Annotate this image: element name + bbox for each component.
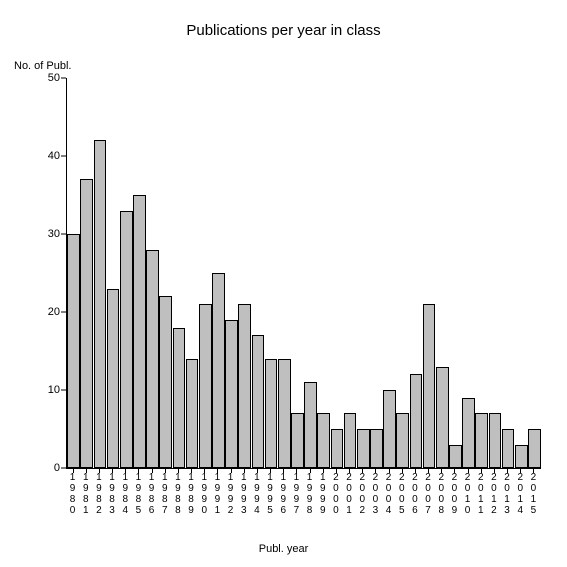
x-tick-label: 2004 bbox=[382, 472, 395, 516]
x-tick-label: 2000 bbox=[329, 472, 342, 516]
bar bbox=[449, 445, 462, 468]
y-ticks: 01020304050 bbox=[0, 78, 66, 468]
y-tick-label: 50 bbox=[30, 72, 60, 84]
y-tick-label: 40 bbox=[30, 150, 60, 162]
x-tick-label: 1996 bbox=[277, 472, 290, 516]
x-tick-label: 1994 bbox=[250, 472, 263, 516]
bar bbox=[436, 367, 449, 468]
x-tick-label: 1992 bbox=[224, 472, 237, 516]
x-tick-label: 2006 bbox=[408, 472, 421, 516]
bar bbox=[423, 304, 436, 468]
bar bbox=[265, 359, 278, 468]
bar bbox=[252, 335, 265, 468]
bar bbox=[199, 304, 212, 468]
x-tick-label: 1987 bbox=[158, 472, 171, 516]
bar bbox=[344, 413, 357, 468]
bar bbox=[370, 429, 383, 468]
x-tick-label: 2007 bbox=[422, 472, 435, 516]
bar bbox=[107, 289, 120, 468]
x-tick-label: 2002 bbox=[356, 472, 369, 516]
bar bbox=[383, 390, 396, 468]
bar bbox=[173, 328, 186, 468]
bar bbox=[238, 304, 251, 468]
bar bbox=[357, 429, 370, 468]
x-tick-label: 1991 bbox=[211, 472, 224, 516]
bar bbox=[133, 195, 146, 468]
x-tick-label: 2011 bbox=[474, 472, 487, 516]
bar bbox=[410, 374, 423, 468]
bar bbox=[396, 413, 409, 468]
x-tick-label: 2014 bbox=[514, 472, 527, 516]
bar bbox=[462, 398, 475, 468]
x-tick-label: 2003 bbox=[369, 472, 382, 516]
bar bbox=[291, 413, 304, 468]
x-tick-label: 1980 bbox=[66, 472, 79, 516]
bar bbox=[502, 429, 515, 468]
x-axis-label: Publ. year bbox=[0, 543, 567, 555]
y-tick-label: 10 bbox=[30, 384, 60, 396]
y-tick-label: 20 bbox=[30, 306, 60, 318]
bars-group bbox=[67, 78, 541, 468]
x-tick-label: 1981 bbox=[79, 472, 92, 516]
x-tick-label: 1988 bbox=[171, 472, 184, 516]
x-tick-label: 2010 bbox=[461, 472, 474, 516]
x-tick-label: 1993 bbox=[237, 472, 250, 516]
bar bbox=[475, 413, 488, 468]
x-tick-label: 2009 bbox=[448, 472, 461, 516]
x-tick-label: 1999 bbox=[316, 472, 329, 516]
x-tick-label: 2001 bbox=[343, 472, 356, 516]
x-tick-label: 1997 bbox=[290, 472, 303, 516]
bar bbox=[212, 273, 225, 468]
x-tick-label: 1995 bbox=[264, 472, 277, 516]
x-tick-label: 1990 bbox=[198, 472, 211, 516]
x-tick-label: 1998 bbox=[303, 472, 316, 516]
x-tick-label: 2008 bbox=[435, 472, 448, 516]
bar bbox=[159, 296, 172, 468]
bar bbox=[317, 413, 330, 468]
bar bbox=[225, 320, 238, 468]
x-tick-label: 1982 bbox=[92, 472, 105, 516]
bar bbox=[120, 211, 133, 468]
bar bbox=[80, 179, 93, 468]
x-tick-label: 1984 bbox=[119, 472, 132, 516]
bar bbox=[94, 140, 107, 468]
x-tick-label: 2005 bbox=[395, 472, 408, 516]
bar bbox=[304, 382, 317, 468]
x-tick-label: 1989 bbox=[185, 472, 198, 516]
x-tick-label: 2015 bbox=[527, 472, 540, 516]
chart-title: Publications per year in class bbox=[0, 22, 567, 39]
bar bbox=[528, 429, 541, 468]
bar bbox=[331, 429, 344, 468]
bar bbox=[515, 445, 528, 468]
x-tick-label: 1983 bbox=[106, 472, 119, 516]
chart-container: Publications per year in class No. of Pu… bbox=[0, 0, 567, 567]
x-tick-label: 2013 bbox=[501, 472, 514, 516]
x-tick-label: 1985 bbox=[132, 472, 145, 516]
y-axis-label: No. of Publ. bbox=[14, 60, 71, 72]
y-tick-label: 30 bbox=[30, 228, 60, 240]
bar bbox=[186, 359, 199, 468]
bar bbox=[489, 413, 502, 468]
bar bbox=[67, 234, 80, 468]
bar bbox=[146, 250, 159, 468]
plot-area bbox=[66, 78, 541, 469]
y-tick-label: 0 bbox=[30, 462, 60, 474]
x-tick-label: 2012 bbox=[487, 472, 500, 516]
bar bbox=[278, 359, 291, 468]
x-tick-label: 1986 bbox=[145, 472, 158, 516]
